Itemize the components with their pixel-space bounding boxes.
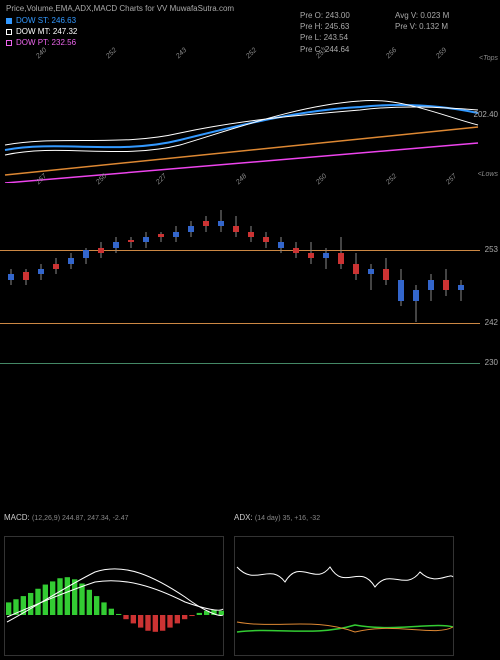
adx-sub: (14 day) 35, +16, -32 [255, 515, 320, 522]
price-candle-panel: 253 242 230 [0, 205, 500, 365]
horizontal-level-line [0, 250, 480, 251]
x-axis-label: 257 [35, 173, 48, 186]
candle-body [368, 269, 374, 274]
adx-panel [234, 536, 454, 656]
candle-body [353, 264, 359, 275]
legend-box [6, 18, 12, 24]
candle-body [98, 248, 104, 253]
info-line: Avg V: 0.023 M [395, 10, 449, 21]
info-line: Pre O: 243.00 [300, 10, 350, 21]
macd-sub: (12,26,9) 244.87, 247.34, -2.47 [32, 515, 129, 522]
candle-body [338, 253, 344, 264]
legend-label: DOW MT: 247.32 [16, 27, 77, 36]
candle-body [188, 226, 194, 231]
macd-svg [5, 537, 225, 657]
x-axis-label: 252 [105, 47, 118, 60]
legend-row: DOW PT: 232.56 [6, 38, 77, 47]
candle-body [398, 280, 404, 301]
x-axis-label: 227 [155, 173, 168, 186]
legend-row: DOW MT: 247.32 [6, 27, 77, 36]
candle-body [458, 285, 464, 290]
legend-row: DOW ST: 246.63 [6, 16, 77, 25]
candle-body [278, 242, 284, 247]
x-axis-label: 250 [315, 173, 328, 186]
candle-body [323, 253, 329, 258]
x-axis-label: 248 [235, 173, 248, 186]
price-level-label: 230 [485, 358, 498, 367]
info-line: Pre L: 243.54 [300, 32, 350, 43]
chart-title: Price,Volume,EMA,ADX,MACD Charts for VV … [6, 4, 234, 13]
candle-wick [371, 264, 372, 291]
legend-label: DOW PT: 232.56 [16, 38, 76, 47]
candle-body [68, 258, 74, 263]
x-axis-label: 257 [445, 173, 458, 186]
x-axis-label: 259 [435, 47, 448, 60]
candle-body [8, 274, 14, 279]
side-label-bot: <Lows [478, 171, 498, 178]
macd-title: MACD: (12,26,9) 244.87, 247.34, -2.47 [4, 513, 129, 522]
x-axis-label: 256 [385, 47, 398, 60]
candle-body [233, 226, 239, 231]
upper-right-label: 202.40 [474, 110, 498, 119]
adx-label: ADX: [234, 513, 253, 522]
candle-body [173, 232, 179, 237]
candle-body [383, 269, 389, 280]
candle-body [443, 280, 449, 291]
legend-box [6, 29, 12, 35]
candle-body [128, 240, 134, 243]
legend: DOW ST: 246.63 DOW MT: 247.32 DOW PT: 232.… [6, 16, 77, 49]
candle-body [218, 221, 224, 226]
candle-body [248, 232, 254, 237]
candle-wick [161, 232, 162, 243]
horizontal-level-line [0, 363, 480, 364]
x-axis-label: 250 [95, 173, 108, 186]
side-label-top: <Tops [479, 55, 498, 62]
candle-body [203, 221, 209, 226]
info-line: Pre V: 0.132 M [395, 21, 449, 32]
price-level-label: 253 [485, 245, 498, 254]
upper-line-panel: <Tops <Lows 202.40 240252243252253256259… [0, 55, 500, 183]
adx-title: ADX: (14 day) 35, +16, -32 [234, 513, 320, 522]
candle-body [428, 280, 434, 291]
candle-body [158, 234, 164, 237]
macd-panel [4, 536, 224, 656]
candle-body [263, 237, 269, 242]
legend-label: DOW ST: 246.63 [16, 16, 76, 25]
candle-body [293, 248, 299, 253]
price-level-label: 242 [485, 318, 498, 327]
info-line: Pre H: 245.63 [300, 21, 350, 32]
macd-label: MACD: [4, 513, 30, 522]
candle-body [113, 242, 119, 247]
candle-body [38, 269, 44, 274]
x-axis-label: 252 [385, 173, 398, 186]
candle-body [308, 253, 314, 258]
prev-info-2: Avg V: 0.023 MPre V: 0.132 M [395, 10, 449, 32]
candle-body [143, 237, 149, 242]
candle-body [23, 272, 29, 280]
adx-svg [235, 537, 455, 657]
candle-body [413, 290, 419, 301]
x-axis-label: 243 [175, 47, 188, 60]
legend-box [6, 40, 12, 46]
x-axis-label: 252 [245, 47, 258, 60]
candle-body [83, 250, 89, 258]
upper-svg [0, 55, 480, 183]
candle-body [53, 264, 59, 269]
candle-wick [131, 237, 132, 248]
horizontal-level-line [0, 323, 480, 324]
